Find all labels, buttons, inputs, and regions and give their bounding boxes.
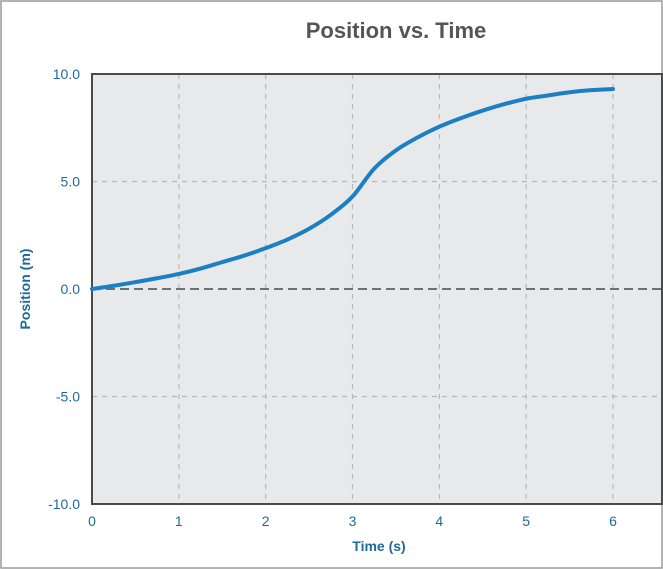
x-tick-label: 4	[435, 513, 443, 529]
grid-lines	[92, 74, 662, 504]
x-tick-label: 0	[88, 513, 96, 529]
series-line-position	[90, 87, 615, 291]
x-tick-label: 2	[262, 513, 270, 529]
y-axis-label: Position (m)	[17, 249, 33, 330]
x-tick-label: 1	[175, 513, 183, 529]
x-tick-label: 6	[609, 513, 617, 529]
x-axis-label: Time (s)	[352, 538, 405, 554]
x-tick-label: 5	[522, 513, 530, 529]
chart-title: Position vs. Time	[306, 18, 487, 43]
y-tick-label: -5.0	[56, 389, 80, 405]
tick-labels: 0 1 2 3 4 5 6 10.0 5.0 0.0 -5.0 -10.0	[48, 66, 617, 529]
y-tick-label: 5.0	[61, 174, 81, 190]
y-tick-label: 0.0	[61, 281, 81, 297]
x-tick-label: 3	[349, 513, 357, 529]
y-tick-label: 10.0	[53, 66, 80, 82]
series-layer	[90, 87, 615, 291]
y-tick-label: -10.0	[48, 496, 80, 512]
